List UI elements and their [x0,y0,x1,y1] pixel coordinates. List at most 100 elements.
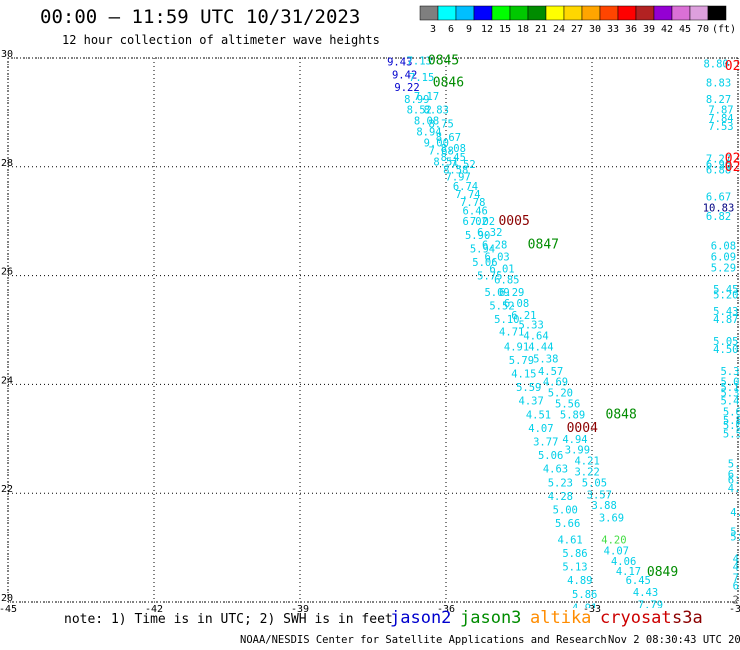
legend-jason2: jason2 [390,608,452,628]
wave-height-label: 5.56 [555,398,580,410]
wave-height-label: 6.21 [511,310,536,322]
wave-height-label: 3.99 [565,445,590,457]
wave-height-label: 5.59 [516,382,541,394]
wave-height-label: 7.68 [428,145,453,157]
wave-height-label: 6.67 [706,192,731,204]
pass-time-label: 0005 [498,214,529,229]
wave-height-label: 4.56 [733,553,740,565]
wave-height-label: 7.15 [409,72,434,84]
pass-time-label: 0004 [567,421,598,436]
credit-text: NOAA/NESDIS Center for Satellite Applica… [240,634,607,646]
wave-height-label: 5.20 [713,290,738,302]
wave-height-label: 8.08 [414,116,439,128]
page-title: 00:00 – 11:59 UTC 10/31/2023 [40,6,361,28]
colorbar-label: 39 [643,24,655,35]
wave-height-label: 5.89 [730,526,740,538]
wave-height-label: 8.75 [428,118,453,130]
legend-altika: altika [530,608,592,628]
wave-height-label: 4.76 [730,507,740,519]
wave-height-label: 5.10 [494,314,519,326]
colorbar-unit: (ft) [712,24,736,35]
wave-height-label: 5.61 [723,407,740,419]
wave-height-label: 8.94 [416,126,441,138]
wave-height-label: 5.36 [720,388,740,400]
wave-height-label: 5.52 [489,301,514,313]
legend-s3a: s3a [672,608,703,628]
wave-height-label: 3.77 [533,437,558,449]
wave-height-label: 7.79 [638,600,663,612]
wave-height-label: 5.79 [509,355,534,367]
wave-height-label: 5.06 [720,377,740,389]
wave-height-label: 8.08 [441,143,466,155]
colorbar-label: 21 [535,24,547,35]
wave-height-label: 7.74 [455,189,480,201]
wave-height-label: 5.87 [723,415,740,427]
wave-height-label: 5.14 [735,608,740,620]
wave-height-label: 7.53 [708,121,733,133]
wave-height-label: 6.02 [463,216,488,228]
wave-height-label: 6.01 [489,264,514,276]
wave-height-label: 6.13 [728,475,740,487]
plot-grid [7,57,739,603]
page-subtitle: 12 hour collection of altimeter wave hei… [62,33,380,47]
x-tick-label: -36 [437,604,455,615]
wave-height-label: 7.46 [733,573,740,585]
wave-height-label: 3.69 [599,513,624,525]
y-tick-label: 20 [1,593,13,604]
wave-height-label: 7.13 [407,56,432,68]
colorbar-swatch [707,5,727,21]
wave-height-label: 8.80 [703,58,728,70]
wave-height-label: 6.58 [733,581,740,593]
y-tick-label: 30 [1,49,13,60]
colorbar-label: 36 [625,24,637,35]
wave-height-label: 7.02 [470,216,495,228]
colorbar-label: 24 [553,24,565,35]
wave-height-label: 4.87 [713,314,738,326]
wave-height-label: 5.29 [711,262,736,274]
y-tick-label: 22 [1,484,13,495]
wave-height-label: 6.32 [477,227,502,239]
wave-height-label: 6.08 [711,241,736,253]
wave-height-label: 5.38 [533,353,558,365]
wave-height-label: 9.00 [424,137,449,149]
colorbar-label: 33 [607,24,619,35]
legend-cryosat: cryosat [600,608,672,628]
wave-height-label: 4.63 [543,464,568,476]
wave-height-label: 6.08 [504,298,529,310]
wave-height-label: 7.84 [708,113,733,125]
wave-height-label: 4.50 [713,344,738,356]
wave-height-label: 4.61 [557,534,582,546]
colorbar-label: 6 [448,24,454,35]
wave-height-label: 4.20 [601,534,626,546]
wave-height-label: 5.56 [723,428,740,440]
wave-height-label: 6.85 [494,274,519,286]
wave-height-label: 7.78 [460,197,485,209]
wave-height-label: 5.05 [713,336,738,348]
wave-height-label: 6.09 [711,252,736,264]
wave-height-label: 8.83 [706,77,731,89]
wave-height-label: 8.52 [407,105,432,117]
wave-height-label: 6.74 [453,181,478,193]
wave-height-label: 4.07 [528,423,553,435]
pass-time-label: 0848 [606,407,637,422]
wave-height-label: 3.22 [574,466,599,478]
plot-marks: 9.439.427.137.159.227.178.998.838.528.75… [387,54,740,620]
colorbar-label: 18 [517,24,529,35]
wave-height-label: 5.20 [548,388,573,400]
wave-height-label: 7.27 [706,154,731,166]
colorbar-label: 30 [589,24,601,35]
pass-time-label: 0847 [528,238,559,253]
legend-jason3: jason3 [460,608,522,628]
wave-height-label: 4.43 [633,587,658,599]
wave-height-label: 6.03 [484,252,509,264]
wave-height-label: 9.22 [394,82,419,94]
wave-height-label: 5.87 [730,532,740,544]
wave-height-label: 5.13 [562,562,587,574]
wave-height-label: 4.28 [548,491,573,503]
wave-height-label: 9.43 [387,56,412,68]
wave-height-label: 4.94 [562,434,587,446]
wave-height-label: 4.15 [511,369,536,381]
wave-height-label: 5.00 [553,505,578,517]
wave-height-label: 6.14 [728,469,740,481]
wave-height-label: 6.28 [482,240,507,252]
